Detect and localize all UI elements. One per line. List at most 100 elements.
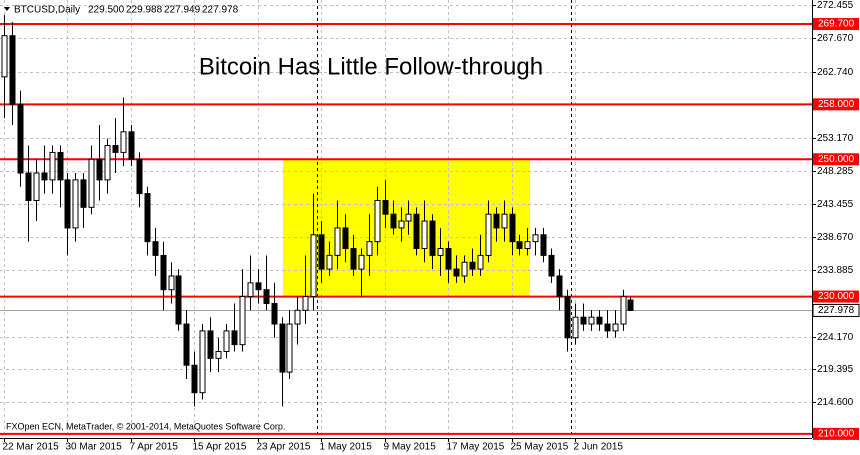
candle-body	[532, 234, 539, 243]
header-close: 227.978	[202, 5, 239, 16]
candle-body	[612, 323, 619, 332]
candle-body	[88, 158, 95, 208]
candle-body	[524, 241, 531, 250]
candle-body	[398, 220, 405, 229]
candle-body	[318, 234, 325, 270]
y-tick-label: 243.455	[817, 199, 854, 210]
highlight-box	[283, 159, 530, 297]
candle-body	[112, 145, 119, 153]
candle-body	[390, 213, 397, 229]
candle-body	[366, 241, 373, 256]
candle-body	[175, 275, 182, 325]
chart-title: Bitcoin Has Little Follow-through	[199, 53, 543, 80]
x-tick-label: 25 May 2015	[511, 442, 569, 453]
current-price-label: 227.978	[818, 305, 855, 316]
candle-body	[493, 213, 500, 229]
y-tick-label: 238.670	[817, 232, 854, 243]
candle-body	[556, 275, 563, 298]
candle-body	[191, 364, 198, 394]
candle-body	[342, 227, 349, 250]
candle-body	[294, 309, 301, 325]
candle-body	[144, 193, 151, 243]
candle-body	[96, 158, 103, 181]
y-tick-label: 214.600	[817, 397, 854, 408]
candle-body	[405, 213, 412, 222]
candle-body	[279, 323, 286, 373]
x-tick-label: 9 May 2015	[384, 442, 437, 453]
y-tick-label: 253.170	[817, 133, 854, 144]
x-tick-label: 15 Apr 2015	[193, 442, 247, 453]
candle-body	[358, 254, 365, 270]
x-tick-label: 22 Mar 2015	[3, 442, 60, 453]
candle-body	[477, 254, 484, 270]
candle-body	[350, 248, 357, 270]
candle-body	[588, 316, 595, 325]
level-label: 210.000	[818, 429, 855, 440]
candle-body	[620, 296, 627, 325]
level-label: 250.000	[818, 154, 855, 165]
candle-body	[41, 172, 48, 181]
candle-body	[509, 213, 516, 243]
symbol: BTCUSD,Daily	[14, 5, 80, 16]
candle-body	[120, 131, 127, 153]
x-tick-label: 7 Apr 2015	[130, 442, 179, 453]
candle-body	[239, 296, 246, 346]
candle-body	[326, 254, 333, 270]
candle-body	[382, 199, 389, 215]
current-price-tag	[812, 303, 860, 317]
level-label: 258.000	[818, 99, 855, 110]
candle-body	[80, 179, 87, 208]
candle-body	[247, 282, 254, 298]
y-tick-label: 267.670	[817, 33, 854, 44]
candle-body	[64, 179, 71, 229]
candle-body	[540, 234, 547, 256]
candle-body	[215, 350, 222, 359]
candle-body	[469, 261, 476, 270]
candle-body	[160, 254, 167, 291]
candle-body	[421, 220, 428, 250]
header-low: 227.949	[164, 5, 201, 16]
candle-body	[136, 158, 143, 195]
level-tag	[813, 18, 859, 31]
y-tick-label: 262.740	[817, 67, 854, 78]
header-open: 229.500	[88, 5, 125, 16]
level-label: 230.000	[818, 291, 855, 302]
footer: FXOpen ECN, MetaTrader, © 2001-2014, Met…	[6, 421, 285, 431]
candle-body	[128, 131, 135, 160]
candle-body	[548, 254, 555, 277]
candle-body	[263, 289, 270, 304]
candle-body	[25, 172, 32, 201]
x-tick-label: 17 May 2015	[447, 442, 505, 453]
level-tag	[813, 98, 859, 111]
candle-body	[33, 172, 40, 201]
candle-body	[271, 302, 278, 325]
candle-body	[501, 213, 508, 229]
level-label: 269.700	[818, 19, 855, 30]
candle-body	[453, 268, 460, 277]
candle-body	[231, 330, 238, 346]
candle-body	[286, 323, 293, 373]
candle-body	[461, 261, 468, 277]
candle-body	[485, 213, 492, 256]
candle-body	[374, 199, 381, 243]
y-tick-label: 233.885	[817, 265, 854, 276]
candle-body	[17, 103, 24, 174]
menu-arrow[interactable]	[4, 7, 10, 11]
level-tag	[813, 427, 859, 440]
candle-body	[168, 275, 175, 291]
x-tick-label: 23 Apr 2015	[257, 442, 311, 453]
candle-body	[564, 296, 571, 339]
candle-body	[199, 330, 206, 394]
candle-body	[413, 213, 420, 250]
y-tick-label: 272.455	[817, 0, 854, 11]
candle-body	[604, 323, 611, 332]
x-tick-label: 2 Jun 2015	[574, 442, 624, 453]
candle-body	[49, 151, 56, 181]
candle-body	[445, 248, 452, 270]
y-tick-label: 248.285	[817, 166, 854, 177]
candle-body	[429, 220, 436, 256]
level-tag	[813, 290, 859, 303]
candle-body	[57, 151, 64, 181]
candle-body	[572, 316, 579, 339]
